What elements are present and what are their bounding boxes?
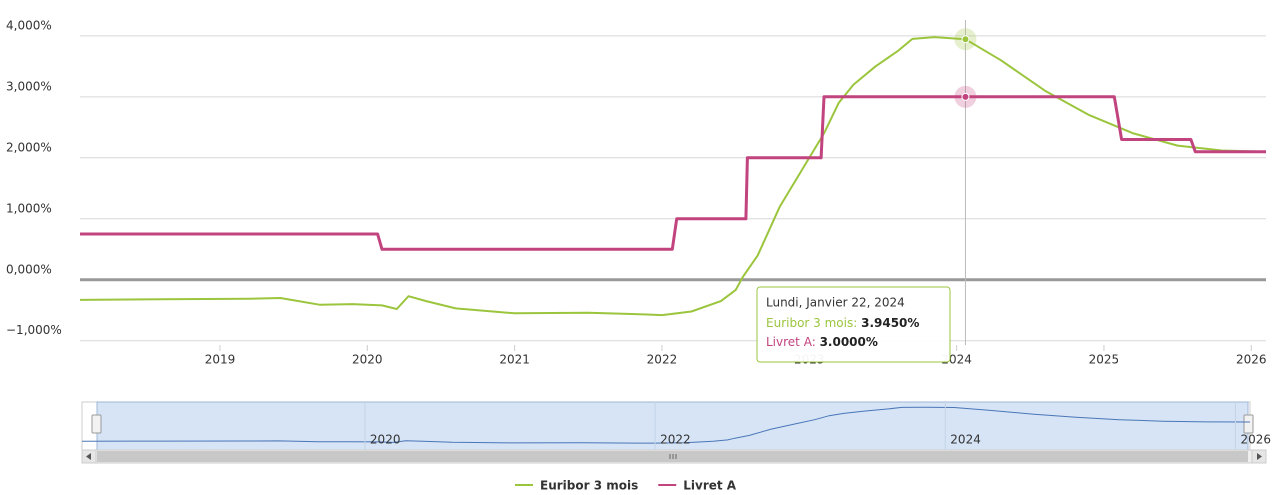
x-tick-label: 2025 — [1089, 353, 1120, 367]
x-tick-label: 2021 — [499, 353, 530, 367]
tooltip-sep: : — [853, 316, 861, 330]
y-tick-label: 3,000% — [6, 79, 52, 93]
y-tick-label: 4,000% — [6, 18, 52, 32]
hover-point — [961, 35, 970, 44]
navigator-tick-label: 2024 — [950, 433, 981, 447]
navigator-handle[interactable] — [91, 414, 102, 434]
scroll-arrow — [1257, 453, 1262, 460]
x-tick-label: 2020 — [352, 353, 383, 367]
navigator-tick-label: 2020 — [370, 433, 401, 447]
navigator-tick-label: 2022 — [660, 433, 691, 447]
hover-point — [961, 92, 970, 101]
x-tick-label: 2022 — [647, 353, 678, 367]
tooltip-value: 3.9450% — [861, 316, 919, 330]
x-tick-label: 2026 — [1236, 353, 1267, 367]
legend-label[interactable]: Euribor 3 mois — [540, 479, 638, 493]
navigator-handle[interactable] — [1243, 414, 1254, 434]
scroll-arrow — [86, 453, 91, 460]
y-tick-label: −1,000% — [6, 323, 62, 337]
series-line — [79, 36, 1267, 317]
tooltip-row: Livret A: 3.0000% — [766, 335, 878, 349]
tooltip-row: Euribor 3 mois: 3.9450% — [766, 316, 919, 330]
tooltip-box — [756, 286, 951, 363]
tooltip-sep: : — [812, 335, 820, 349]
navigator-series — [81, 406, 1251, 444]
y-tick-label: 0,000% — [6, 262, 52, 276]
navigator-tick-label: 2026 — [1240, 433, 1271, 447]
tooltip-label: Livret A — [766, 335, 813, 349]
legend-label[interactable]: Livret A — [683, 479, 737, 493]
tooltip-date: Lundi, Janvier 22, 2024 — [766, 296, 905, 310]
y-tick-label: 1,000% — [6, 201, 52, 215]
tooltip-value: 3.0000% — [820, 335, 878, 349]
series-line — [80, 95, 1266, 251]
navigator-selection[interactable] — [96, 401, 1249, 451]
y-tick-label: 2,000% — [6, 140, 52, 154]
tooltip-label: Euribor 3 mois — [766, 316, 853, 330]
x-tick-label: 2019 — [205, 353, 236, 367]
scroll-grip — [669, 454, 677, 459]
